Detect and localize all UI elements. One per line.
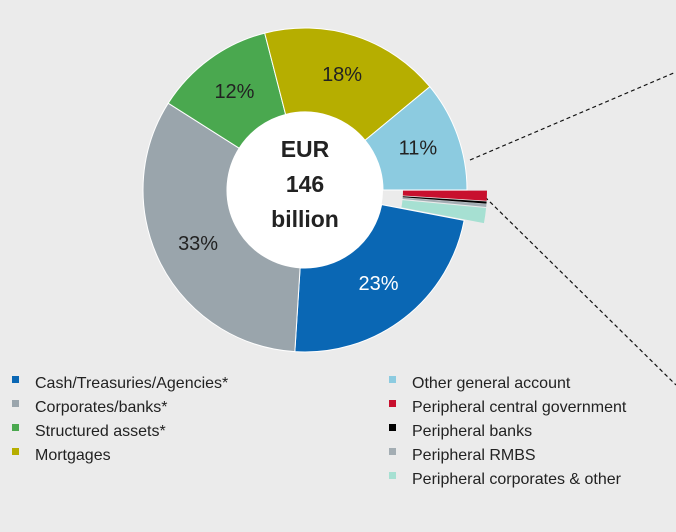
legend-marker <box>389 400 396 407</box>
legend-marker <box>12 400 19 407</box>
legend-marker <box>389 448 396 455</box>
connector-line <box>484 196 676 386</box>
legend-marker <box>389 424 396 431</box>
legend-label: Structured assets* <box>35 423 166 440</box>
legend-marker <box>12 376 19 383</box>
legend-label: Mortgages <box>35 447 111 464</box>
data-label: 12% <box>214 81 254 103</box>
data-label: 33% <box>178 233 218 255</box>
donut-slice <box>142 102 301 353</box>
legend-marker <box>12 424 19 431</box>
legend-marker <box>389 376 396 383</box>
center-label: EUR <box>281 136 330 162</box>
donut-slice <box>402 190 487 201</box>
donut-slice <box>264 27 431 141</box>
data-label: 23% <box>359 273 399 295</box>
legend-label: Peripheral banks <box>412 423 532 440</box>
donut-slice <box>402 196 487 204</box>
legend-marker <box>389 472 396 479</box>
legend-label: Peripheral corporates & other <box>412 471 622 488</box>
donut-slice <box>402 197 487 207</box>
donut-hole <box>227 112 383 268</box>
legend-label: Peripheral central government <box>412 399 627 416</box>
legend-label: Peripheral RMBS <box>412 447 536 464</box>
data-label: 11% <box>399 138 438 160</box>
center-label: 146 <box>286 171 324 197</box>
legend-label: Other general account <box>412 375 571 392</box>
center-label: billion <box>271 206 339 232</box>
data-label: 18% <box>322 64 362 86</box>
legend-label: Corporates/banks* <box>35 399 168 416</box>
donut-slice <box>401 200 487 224</box>
connector-line <box>469 71 676 161</box>
legend-label: Cash/Treasuries/Agencies* <box>35 375 228 392</box>
legend-marker <box>12 448 19 455</box>
